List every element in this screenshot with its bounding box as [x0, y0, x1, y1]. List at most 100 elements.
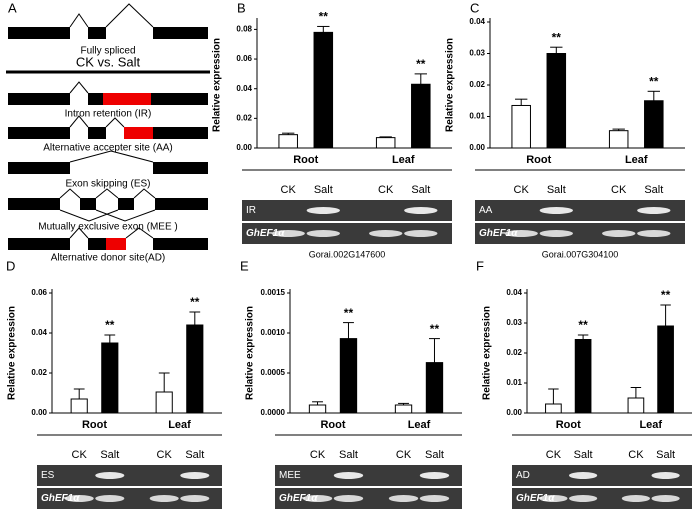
significance: ** — [344, 306, 354, 320]
bar — [394, 404, 413, 414]
gel-band — [602, 230, 636, 237]
panel-letter: A — [8, 0, 17, 15]
intron — [69, 115, 89, 128]
x-tick-label: Leaf — [625, 154, 648, 166]
lane-label: Salt — [644, 184, 663, 196]
gel-band — [637, 230, 671, 237]
intron — [125, 227, 154, 239]
lane-label: CK — [281, 184, 297, 196]
gel — [37, 488, 222, 509]
y-tick-label: 0.08 — [236, 25, 252, 34]
bar — [101, 342, 119, 414]
gel-band — [419, 495, 450, 502]
y-tick-label: 0.02 — [236, 113, 252, 122]
lane-label: Salt — [574, 449, 593, 461]
label: Fully spliced — [80, 46, 135, 57]
y-tick-label: 0.01 — [469, 112, 485, 121]
exon — [8, 93, 70, 105]
gel-band — [404, 230, 438, 237]
alt-site — [124, 127, 153, 139]
y-tick-label: 0.01 — [506, 378, 522, 387]
gel — [242, 223, 452, 244]
gel-band — [539, 495, 568, 502]
bar — [545, 403, 562, 414]
gel-band — [404, 207, 438, 214]
x-tick-label: Leaf — [168, 419, 191, 431]
gel — [37, 465, 222, 486]
gel-band — [180, 495, 210, 502]
lane-label: Salt — [547, 184, 566, 196]
significance: ** — [552, 30, 562, 44]
y-tick-label: 0.04 — [506, 288, 522, 297]
bar — [574, 339, 592, 414]
bar — [339, 338, 358, 414]
gel-band — [651, 472, 680, 479]
bar — [657, 325, 674, 414]
y-tick-label: 0.04 — [31, 328, 47, 337]
x-tick-label: Leaf — [408, 419, 431, 431]
gel-label: AD — [516, 470, 530, 481]
gel-band — [333, 495, 364, 502]
bar — [608, 130, 629, 149]
panel-a: A Fully spliced CK vs. Salt Intron reten… — [6, 0, 210, 264]
exon — [8, 238, 70, 250]
gel — [512, 488, 692, 509]
gel-label: GhEF1α — [41, 493, 80, 504]
y-tick-label: 0.02 — [31, 368, 47, 377]
bar — [70, 398, 88, 414]
gel — [475, 223, 685, 244]
gel-band — [271, 230, 305, 237]
gel-band — [95, 495, 125, 502]
exon — [151, 93, 208, 105]
lane-label: CK — [378, 184, 394, 196]
label: Intron retention (IR) — [65, 109, 152, 120]
gel-band — [637, 207, 671, 214]
exon — [88, 238, 106, 250]
gel-band — [369, 230, 403, 237]
bar — [425, 362, 444, 414]
gel-band — [651, 495, 680, 502]
panel-letter: D — [6, 258, 15, 273]
exon — [8, 162, 70, 174]
retained-intron — [103, 93, 151, 105]
lane-label: Salt — [425, 449, 444, 461]
exon — [88, 27, 106, 39]
gel-label: AA — [479, 205, 493, 216]
intron — [105, 117, 125, 128]
label: CK vs. Salt — [76, 54, 141, 69]
x-tick-label: Leaf — [392, 154, 415, 166]
bar — [644, 100, 664, 149]
lane-label: CK — [72, 449, 88, 461]
gel — [275, 465, 462, 486]
gel — [475, 200, 685, 221]
gel-band — [180, 472, 210, 479]
exon — [88, 93, 103, 105]
gel-label: GhEF1α — [516, 493, 555, 504]
gel-label: GhEF1α — [279, 493, 318, 504]
exon — [8, 127, 70, 139]
intron — [69, 227, 89, 239]
exon — [153, 27, 208, 39]
lane-label: Salt — [339, 449, 358, 461]
gel-band — [388, 495, 419, 502]
exon — [8, 27, 70, 39]
gel-band — [95, 472, 125, 479]
exon — [153, 162, 208, 174]
panel-letter: C — [470, 0, 479, 15]
gel-band — [419, 472, 450, 479]
gel-band — [306, 207, 340, 214]
gene-label: Gorai.002G147600 — [309, 249, 386, 259]
gel-band — [333, 472, 364, 479]
significance: ** — [430, 322, 440, 336]
intron — [59, 209, 119, 222]
gel-label: GhEF1α — [246, 228, 285, 239]
y-tick-label: 0.03 — [469, 49, 485, 58]
lane-label: CK — [546, 449, 562, 461]
panel-letter: B — [237, 0, 246, 15]
panel-letter: E — [240, 258, 249, 273]
y-tick-label: 0.00 — [469, 143, 485, 152]
gel — [275, 488, 462, 509]
bar — [155, 391, 173, 414]
y-tick-label: 0.04 — [236, 84, 252, 93]
